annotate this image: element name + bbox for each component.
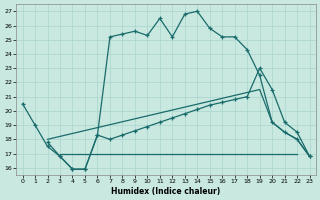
X-axis label: Humidex (Indice chaleur): Humidex (Indice chaleur) [111, 187, 221, 196]
